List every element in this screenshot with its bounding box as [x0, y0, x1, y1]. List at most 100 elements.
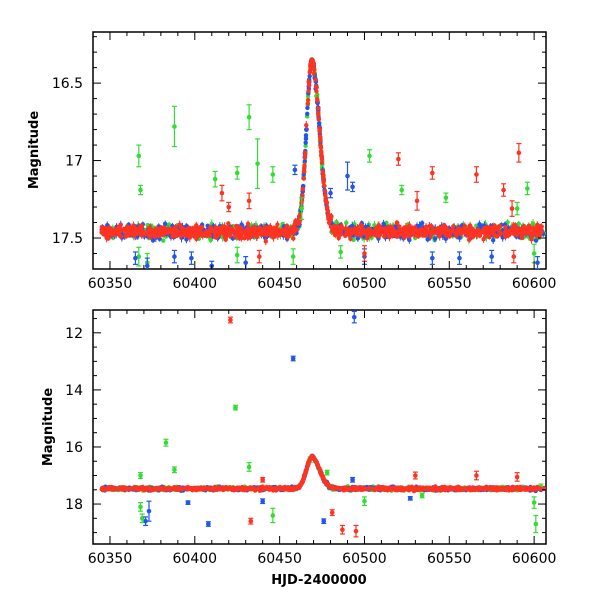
outlier-point — [248, 517, 254, 525]
data-point — [124, 486, 129, 492]
y-tick-label: 18 — [65, 497, 83, 513]
data-point — [514, 486, 520, 491]
y-tick-label: 17 — [65, 154, 83, 170]
outlier-point — [234, 246, 240, 264]
data-point — [195, 486, 200, 491]
data-point — [257, 486, 262, 491]
top-panel-axes: 60350 60400 60450 60500 60550 60600 16.5 17 17.5 — [52, 32, 557, 292]
data-point — [325, 208, 331, 213]
data-point — [279, 229, 284, 234]
data-point — [208, 228, 213, 234]
data-point — [276, 233, 281, 238]
data-point — [195, 232, 200, 238]
data-point — [318, 138, 323, 143]
data-point — [131, 485, 136, 491]
data-point — [486, 487, 492, 492]
data-point — [438, 226, 443, 231]
data-point — [188, 486, 194, 492]
outlier-point — [188, 251, 194, 265]
data-point — [167, 229, 172, 234]
data-point — [344, 230, 349, 235]
outlier-point — [270, 507, 276, 524]
data-point — [286, 485, 292, 490]
outlier-point — [351, 310, 357, 324]
data-point — [296, 221, 301, 226]
data-point — [305, 463, 311, 468]
x-tick-label: 60600 — [512, 276, 557, 292]
data-point — [358, 230, 363, 239]
outlier-point — [246, 462, 252, 472]
data-point — [226, 486, 232, 492]
outlier-point — [246, 192, 252, 210]
data-point — [249, 228, 255, 233]
outlier-point — [531, 243, 537, 264]
data-point — [140, 231, 146, 236]
data-point — [538, 226, 544, 232]
outlier-point — [132, 251, 138, 265]
data-point — [143, 485, 149, 491]
data-point — [183, 485, 189, 491]
data-point — [327, 213, 332, 218]
data-point — [177, 220, 182, 229]
outlier-point — [321, 518, 327, 525]
data-point — [146, 228, 152, 233]
data-point — [483, 225, 488, 231]
data-point — [315, 98, 320, 103]
data-point — [305, 111, 310, 117]
outlier-point — [514, 201, 520, 216]
data-point — [332, 224, 337, 229]
data-point — [319, 472, 325, 478]
data-point — [329, 228, 335, 233]
data-point — [226, 221, 231, 226]
outlier-point — [185, 500, 191, 505]
y-tick-label: 16.5 — [52, 76, 83, 92]
outlier-point — [456, 251, 462, 265]
data-point — [434, 227, 440, 232]
data-point — [320, 173, 326, 178]
data-point — [161, 227, 166, 232]
data-point — [470, 228, 476, 233]
data-point — [347, 227, 353, 232]
x-tick-label: 60400 — [173, 276, 218, 292]
outlier-point — [516, 142, 522, 163]
data-point — [322, 188, 328, 194]
x-tick-label: 60400 — [173, 551, 218, 567]
data-point — [410, 225, 415, 231]
outlier-point — [443, 192, 449, 203]
data-point — [249, 486, 255, 492]
outlier-point — [473, 166, 479, 183]
data-point — [263, 237, 268, 246]
data-point — [271, 486, 277, 491]
data-point — [156, 487, 162, 492]
x-tick-label: 60450 — [257, 276, 302, 292]
data-point — [139, 227, 144, 232]
data-point — [397, 232, 402, 237]
data-point — [196, 227, 202, 233]
outlier-point — [324, 469, 330, 476]
outlier-point — [489, 249, 495, 264]
data-point — [243, 487, 249, 492]
data-point — [524, 226, 529, 231]
data-point — [306, 88, 311, 94]
data-point — [301, 169, 307, 174]
data-point — [381, 485, 386, 490]
data-point — [242, 231, 247, 236]
data-point — [175, 228, 180, 233]
outlier-point — [511, 249, 517, 264]
data-point — [533, 226, 538, 231]
data-point — [510, 226, 515, 232]
data-point — [396, 485, 401, 491]
data-point — [528, 225, 533, 231]
data-point — [298, 482, 304, 487]
data-point — [271, 231, 276, 237]
data-point — [402, 226, 407, 231]
x-tick-label: 60550 — [427, 276, 472, 292]
data-point — [238, 234, 244, 239]
outlier-point — [171, 466, 177, 474]
bottom-panel: 60350 60400 60450 60500 60550 60600 12 14 16 18 M… — [41, 309, 556, 588]
data-point — [359, 485, 364, 491]
data-point — [332, 486, 338, 492]
data-point — [308, 64, 313, 69]
outlier-point — [290, 248, 296, 265]
